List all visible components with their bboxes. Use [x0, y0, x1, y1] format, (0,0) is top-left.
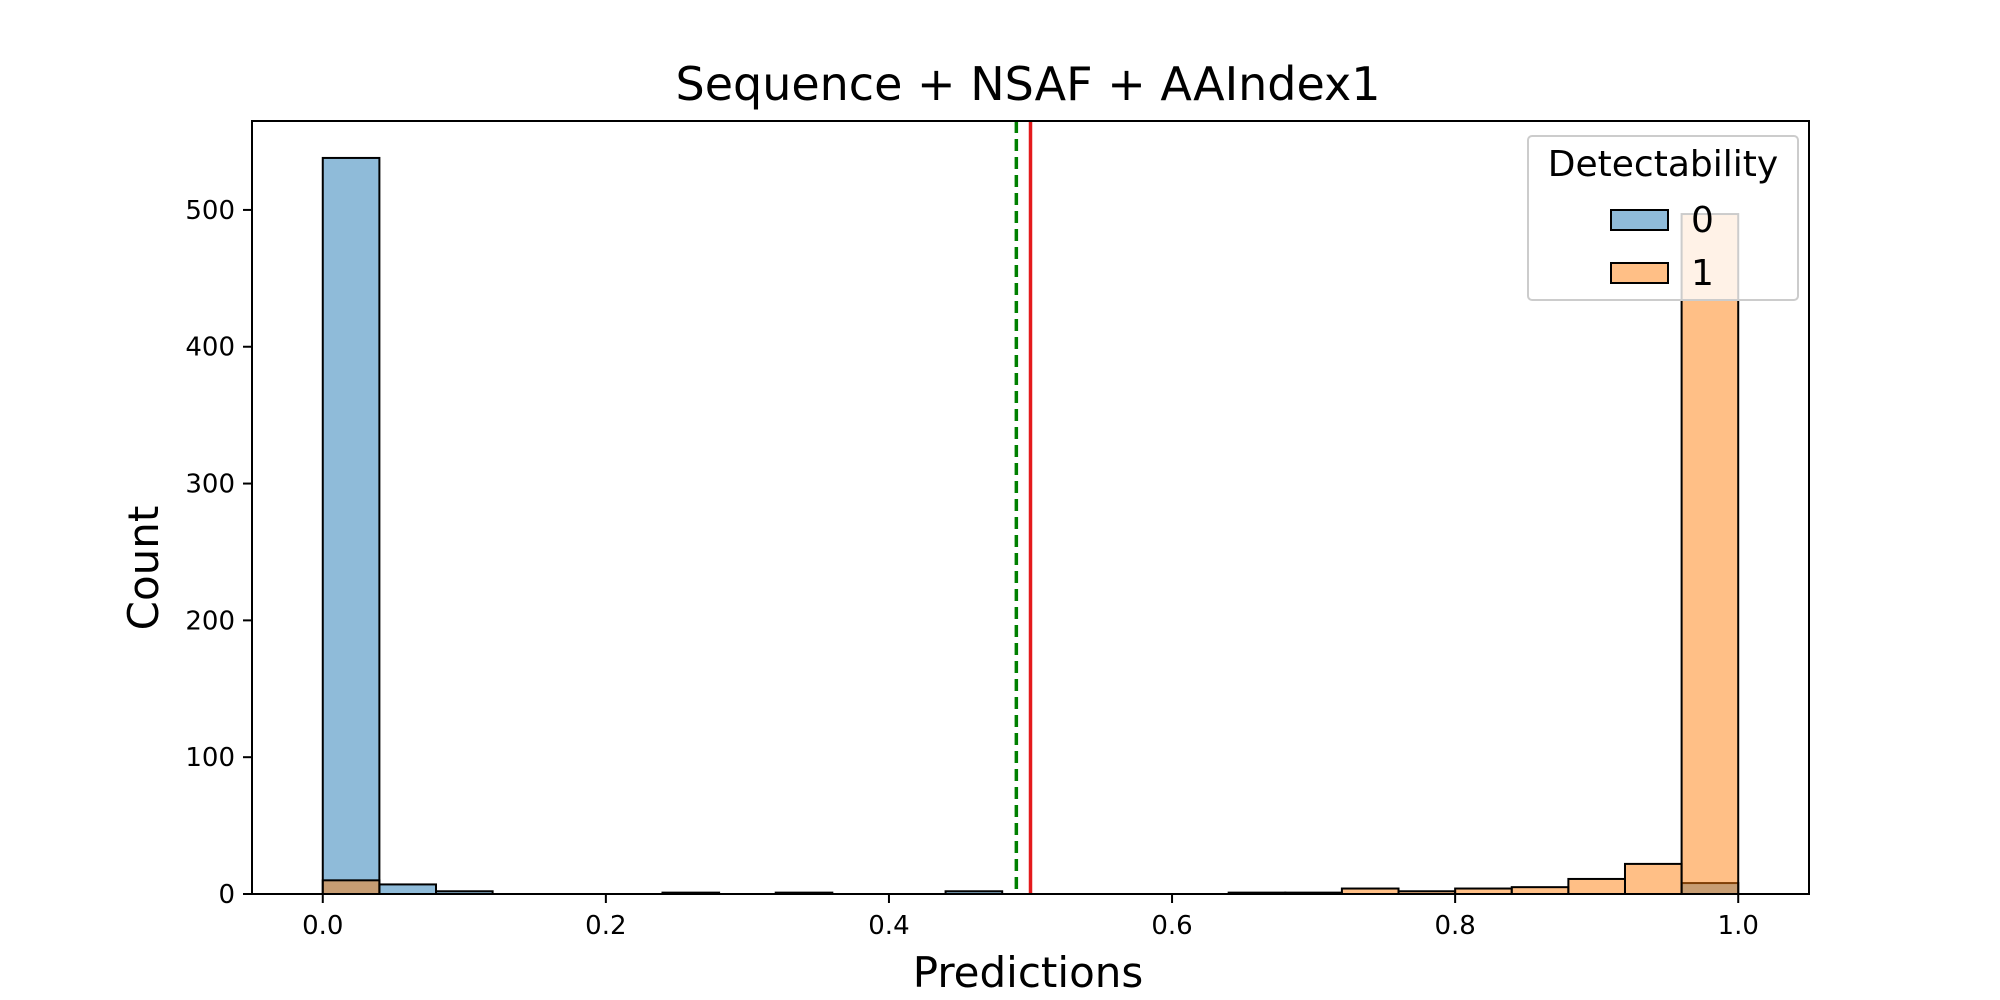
x-tick-label: 1.0	[1718, 911, 1759, 941]
x-tick-label: 0.2	[585, 911, 626, 941]
histogram-bar-series-1	[1510, 886, 1570, 896]
x-tick-label: 0.0	[302, 911, 343, 941]
x-tick-label: 0.6	[1151, 911, 1192, 941]
x-tick-label: 0.8	[1434, 911, 1475, 941]
legend: Detectability 0 1	[1527, 135, 1799, 301]
histogram-bar-series-0	[378, 883, 438, 896]
plot-area	[251, 120, 1810, 896]
y-axis: 0 100 200 300 400 500	[185, 196, 252, 910]
y-tick-label: 0	[218, 880, 235, 910]
histogram-bar-series-1	[321, 879, 381, 896]
legend-title: Detectability	[1548, 144, 1778, 185]
legend-swatch-1	[1610, 262, 1669, 284]
y-tick-label: 400	[185, 333, 235, 363]
legend-label-0: 0	[1691, 200, 1714, 241]
histogram-bar-series-1	[1567, 877, 1626, 895]
y-tick-label: 100	[185, 743, 235, 773]
x-axis: 0.0 0.2 0.4 0.6 0.8 1.0	[302, 894, 1759, 941]
y-axis-label: Count	[119, 506, 168, 631]
histogram-bar-series-1	[1680, 213, 1740, 895]
x-tick-label: 0.4	[868, 911, 909, 941]
y-tick-label: 200	[185, 606, 235, 636]
histogram-bar-series-1	[1623, 862, 1683, 895]
histogram-bar-series-0	[321, 156, 381, 895]
y-tick-label: 500	[185, 196, 235, 226]
chart-title: Sequence + NSAF + AAIndex1	[676, 57, 1381, 111]
plot-frame	[251, 120, 1810, 895]
y-tick-label: 300	[185, 470, 235, 500]
legend-label-1: 1	[1691, 253, 1714, 294]
x-axis-label: Predictions	[913, 948, 1144, 997]
legend-swatch-0	[1610, 209, 1669, 231]
